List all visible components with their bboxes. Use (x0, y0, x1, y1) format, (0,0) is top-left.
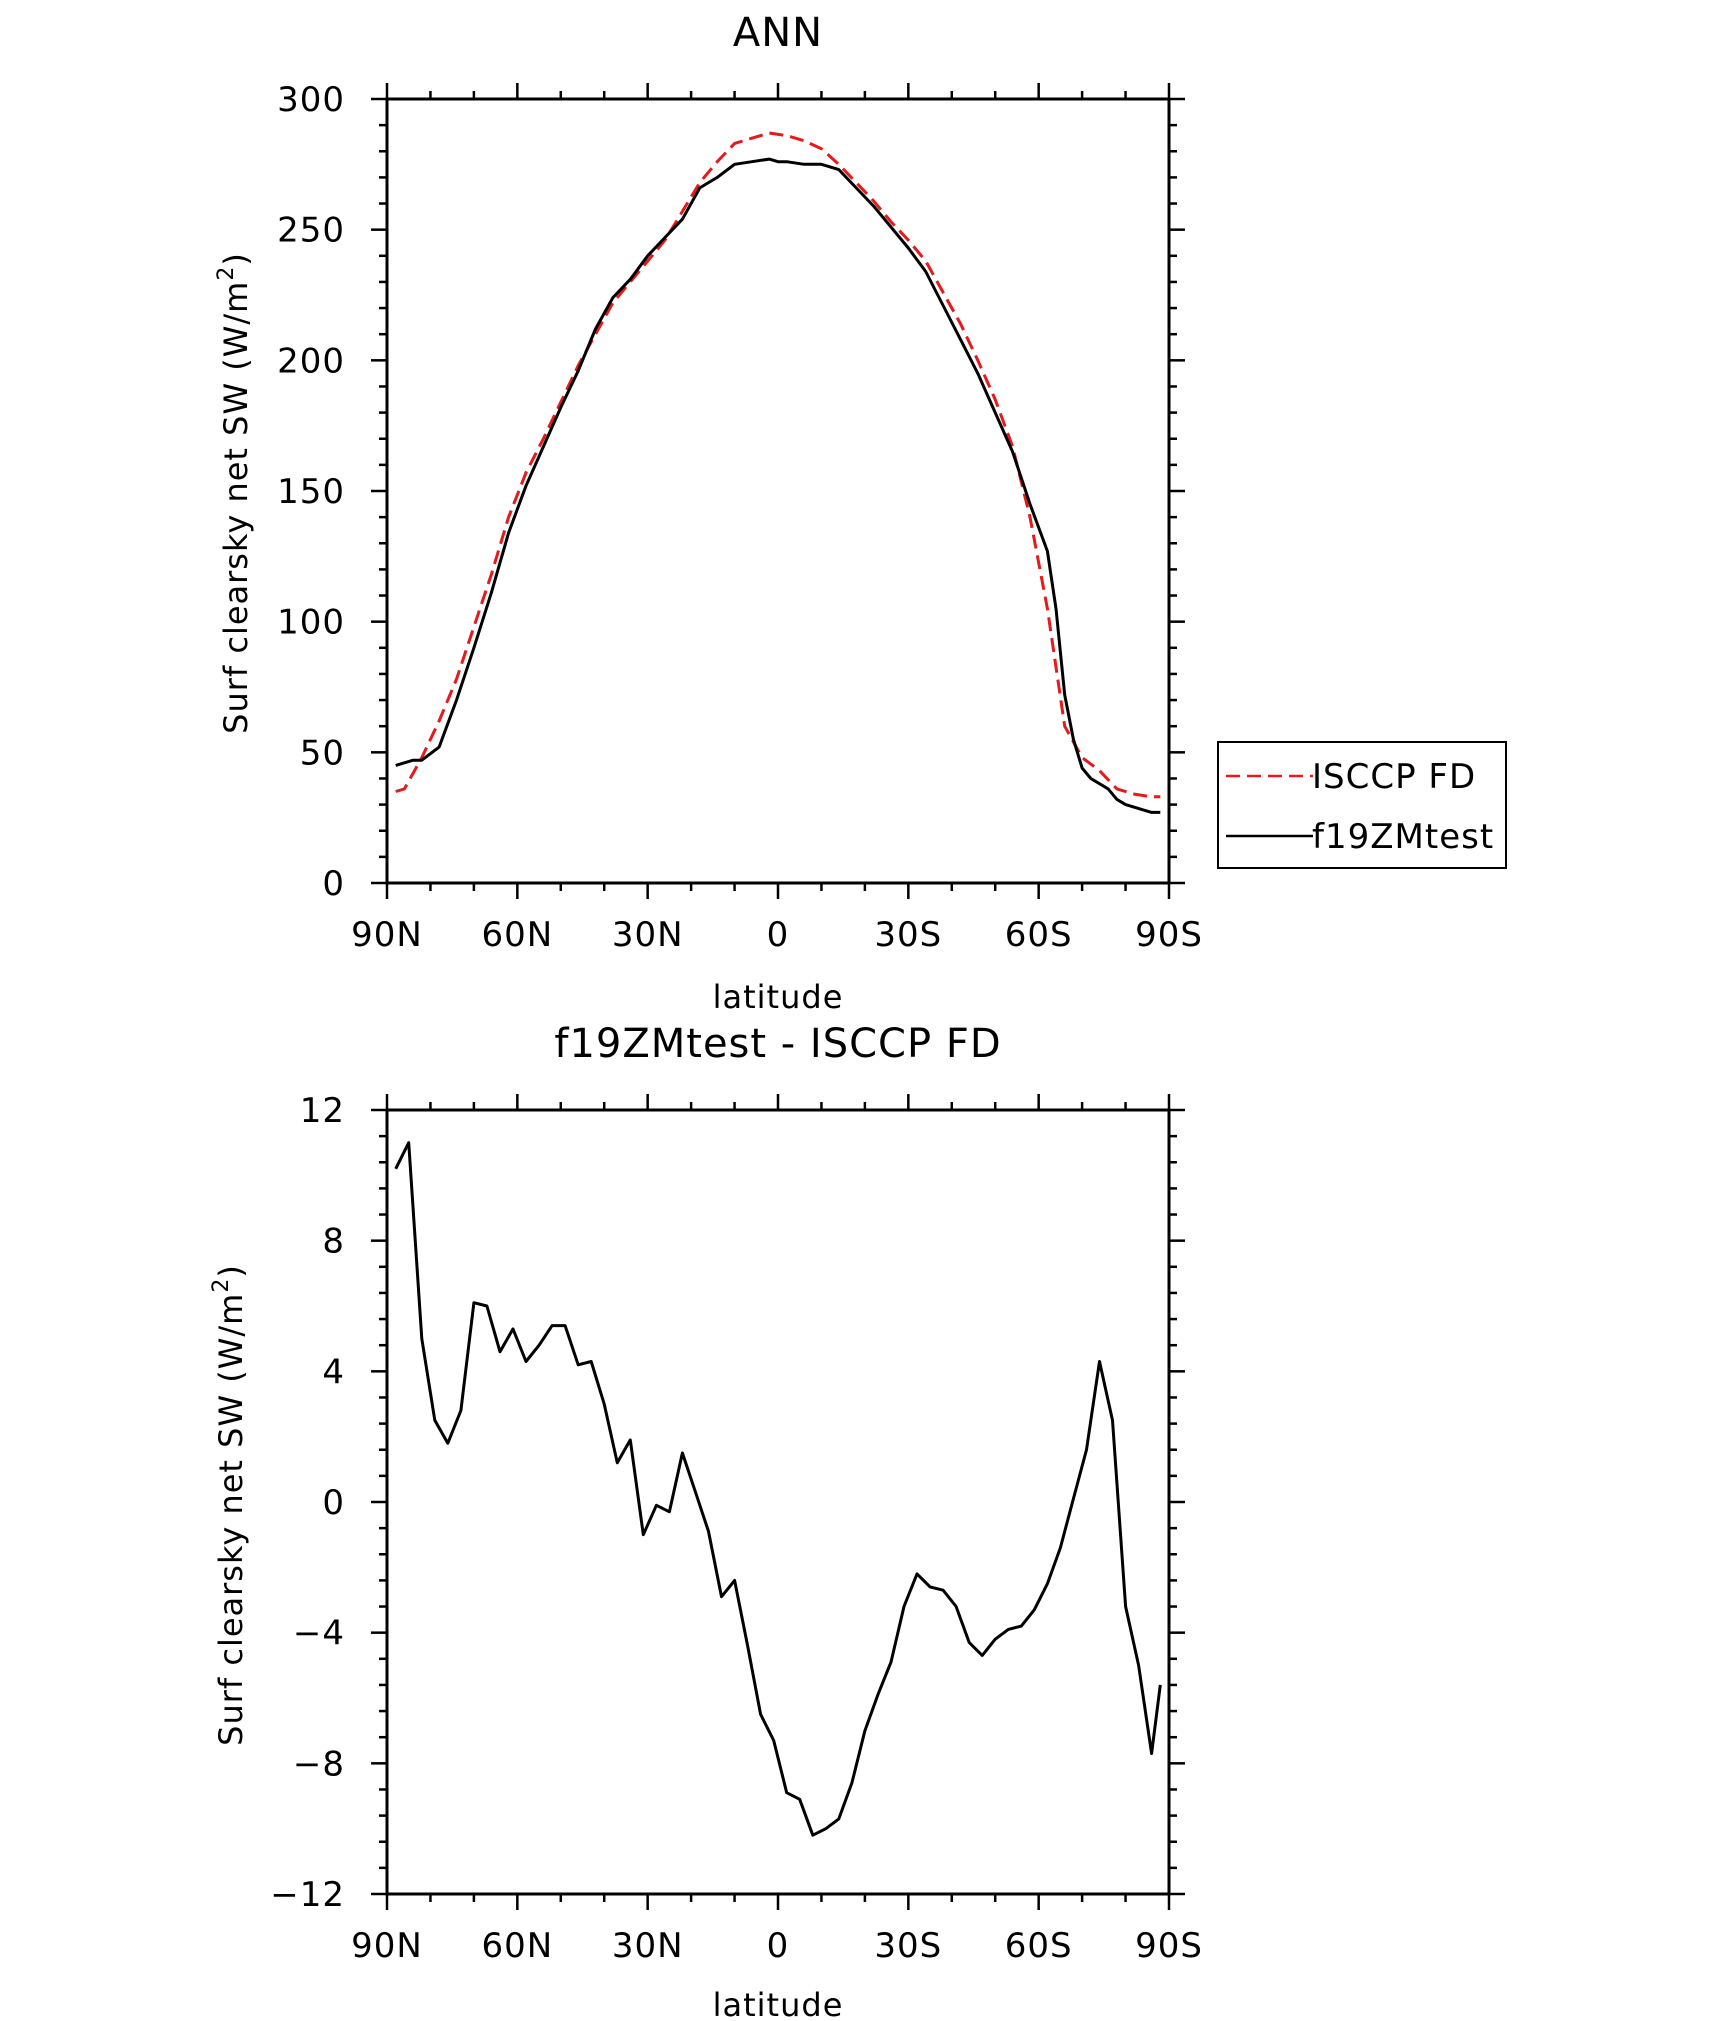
plot-frame (385, 1108, 1171, 1896)
y-tick-label: 50 (300, 733, 345, 773)
x-tick-label: 30N (612, 1926, 684, 1966)
y-tick-label: 150 (277, 472, 345, 512)
series-line-f19zmtest (395, 157, 1161, 814)
y-tick-label: −4 (293, 1614, 345, 1654)
y-tick-label: 200 (277, 341, 345, 381)
x-tick-label: 0 (767, 915, 790, 955)
y-tick-label: 250 (277, 211, 345, 251)
y-tick-label: 100 (277, 603, 345, 643)
chart-title: ANN (733, 10, 823, 56)
x-tick-label: 90S (1135, 1926, 1203, 1966)
y-tick-label: −12 (270, 1875, 345, 1915)
x-tick-label: 0 (767, 1926, 790, 1966)
y-axis-label-tail: ) (217, 252, 255, 265)
y-axis-label-main: Surf clearsky net SW (W/m (212, 1293, 250, 1746)
top-chart: ANN 90N 60N 30N 0 30S 60S 90S 0 50 100 150 200 250 30… (214, 10, 1507, 1016)
legend: ISCCP FD f19ZMtest (1217, 741, 1507, 869)
x-tick-label: 30S (874, 915, 942, 955)
y-tick-label: 4 (322, 1352, 345, 1392)
y-axis-label-superscript: 2 (214, 266, 239, 281)
series-layer (395, 131, 1161, 814)
plot-frame (385, 97, 1171, 885)
axis-ticks: 90N 60N 30N 0 30S 60S 90S −12 −8 −4 0 4 8 12 (270, 1091, 1203, 1966)
y-axis-label-main: Surf clearsky net SW (W/m (217, 281, 255, 734)
y-tick-label: 300 (277, 80, 345, 120)
x-axis-label: latitude (713, 978, 844, 1016)
axes-frame (385, 1108, 1171, 1896)
x-tick-label: 90N (351, 1926, 423, 1966)
axis-ticks: 90N 60N 30N 0 30S 60S 90S 0 50 100 150 200 250 300 (277, 80, 1203, 955)
x-tick-label: 60N (481, 915, 553, 955)
x-axis-label: latitude (713, 1986, 844, 2021)
series-line-isccp-fd (395, 131, 1161, 799)
x-tick-label: 90N (351, 915, 423, 955)
y-axis-label-tail: ) (212, 1264, 250, 1277)
y-tick-label: 12 (300, 1091, 345, 1131)
series-layer (394, 1141, 1162, 1837)
x-tick-label: 30N (612, 915, 684, 955)
y-axis-label: Surf clearsky net SW (W/m2) (214, 252, 255, 734)
x-tick-label: 60N (481, 1926, 553, 1966)
chart-title: f19ZMtest - ISCCP FD (554, 1021, 1001, 1067)
legend-label-isccp-fd: ISCCP FD (1312, 757, 1476, 797)
y-tick-label: −8 (293, 1744, 345, 1784)
y-tick-label: 0 (322, 864, 345, 904)
y-axis-label: Surf clearsky net SW (W/m2) (209, 1264, 250, 1746)
x-tick-label: 60S (1005, 1926, 1073, 1966)
y-axis-label-superscript: 2 (209, 1278, 234, 1293)
legend-box (1217, 741, 1507, 869)
x-tick-label: 30S (874, 1926, 942, 1966)
axes-frame (385, 97, 1171, 885)
x-tick-label: 60S (1005, 915, 1073, 955)
bottom-chart: f19ZMtest - ISCCP FD 90N 60N 30N 0 30S 60S 90S… (209, 1021, 1203, 2021)
y-tick-label: 8 (322, 1222, 345, 1262)
legend-label-f19zmtest: f19ZMtest (1312, 817, 1494, 857)
x-tick-label: 90S (1135, 915, 1203, 955)
y-tick-label: 0 (322, 1483, 345, 1523)
series-line-difference (394, 1141, 1162, 1837)
